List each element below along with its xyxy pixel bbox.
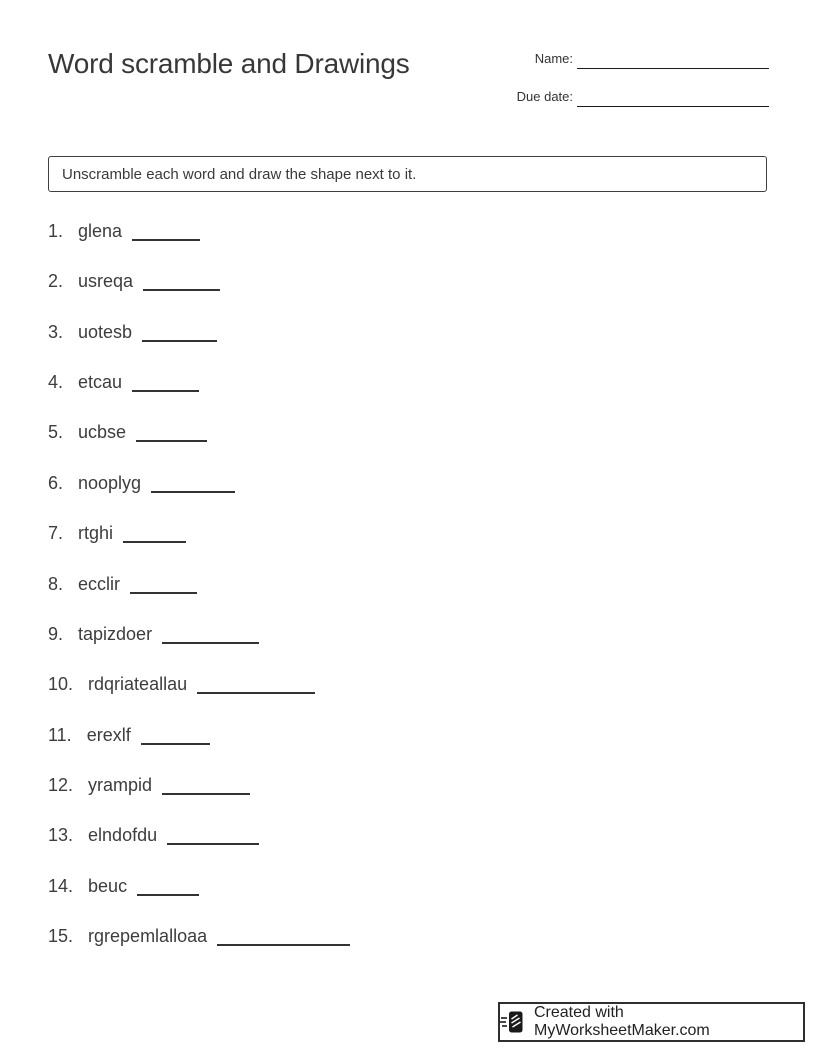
answer-blank-line (162, 641, 260, 644)
scrambled-word: tapizdoer (78, 623, 153, 644)
footer-credit-text: Created with MyWorksheetMaker.com (534, 1004, 710, 1039)
scrambled-word: ucbse (78, 422, 127, 443)
item-number: 2. (48, 271, 64, 292)
answer-blank-line (140, 742, 210, 745)
name-blank-line (577, 68, 769, 69)
list-item: 7. rtghi (48, 521, 768, 571)
item-number: 7. (48, 523, 64, 544)
worksheetmaker-logo-icon (500, 1011, 523, 1033)
item-number: 12. (48, 774, 74, 795)
item-number: 4. (48, 372, 64, 393)
answer-blank-line (142, 339, 218, 342)
scrambled-word: rdqriateallau (88, 674, 188, 695)
item-number: 9. (48, 623, 64, 644)
answer-blank-line (162, 792, 251, 795)
scrambled-word: ecclir (78, 573, 121, 594)
list-item: 14. beuc (48, 874, 768, 924)
list-item: 12. yrampid (48, 773, 768, 823)
list-item: 3. uotesb (48, 320, 768, 370)
item-number: 15. (48, 926, 74, 947)
word-list: 1. glena 2. usreqa 3. uotesb 4. etcau 5. ucbse 6. n… (48, 219, 768, 974)
item-number: 6. (48, 472, 64, 493)
item-number: 3. (48, 321, 64, 342)
footer-credit-box: Created with MyWorksheetMaker.com (498, 1002, 805, 1042)
instruction-box: Unscramble each word and draw the shape … (48, 156, 767, 192)
scrambled-word: etcau (78, 372, 123, 393)
scrambled-word: elndofdu (88, 825, 158, 846)
item-number: 13. (48, 825, 74, 846)
item-number: 5. (48, 422, 64, 443)
list-item: 5. ucbse (48, 420, 768, 470)
answer-blank-line (167, 843, 260, 846)
list-item: 9. tapizdoer (48, 622, 768, 672)
scrambled-word: glena (78, 221, 123, 241)
instruction-text: Unscramble each word and draw the shape … (62, 165, 417, 183)
scrambled-word: rgrepemlalloaa (88, 926, 208, 947)
answer-blank-line (132, 390, 200, 393)
scrambled-word: rtghi (78, 523, 114, 544)
answer-blank-line (151, 490, 236, 493)
name-label: Name: (534, 51, 573, 66)
list-item: 4. etcau (48, 370, 768, 420)
item-number: 8. (48, 573, 64, 594)
due-date-blank-line (577, 106, 769, 107)
answer-blank-line (123, 541, 187, 544)
list-item: 6. nooplyg (48, 471, 768, 521)
item-number: 10. (48, 674, 74, 695)
scrambled-word: usreqa (78, 271, 134, 292)
answer-blank-line (137, 893, 200, 896)
list-item: 13. elndofdu (48, 823, 768, 873)
list-item: 15. rgrepemlalloaa (48, 924, 768, 974)
item-number: 11. (48, 724, 72, 745)
answer-blank-line (132, 239, 201, 241)
item-number: 14. (48, 875, 74, 896)
page-title: Word scramble and Drawings (48, 48, 410, 79)
list-item: 2. usreqa (48, 269, 768, 319)
scrambled-word: uotesb (78, 321, 133, 342)
answer-blank-line (136, 440, 208, 443)
scrambled-word: yrampid (88, 774, 153, 795)
scrambled-word: beuc (88, 875, 128, 896)
answer-blank-line (130, 591, 198, 594)
scrambled-word: nooplyg (78, 472, 142, 493)
answer-blank-line (197, 692, 316, 695)
due-date-label: Due date: (516, 89, 573, 104)
list-item: 11. erexlf (48, 723, 768, 773)
list-item: 8. ecclir (48, 572, 768, 622)
list-item: 10. rdqriateallau (48, 672, 768, 722)
scrambled-word: erexlf (86, 724, 131, 745)
answer-blank-line (217, 944, 351, 947)
list-item: 1. glena (48, 219, 768, 269)
answer-blank-line (143, 289, 221, 292)
item-number: 1. (48, 221, 64, 241)
